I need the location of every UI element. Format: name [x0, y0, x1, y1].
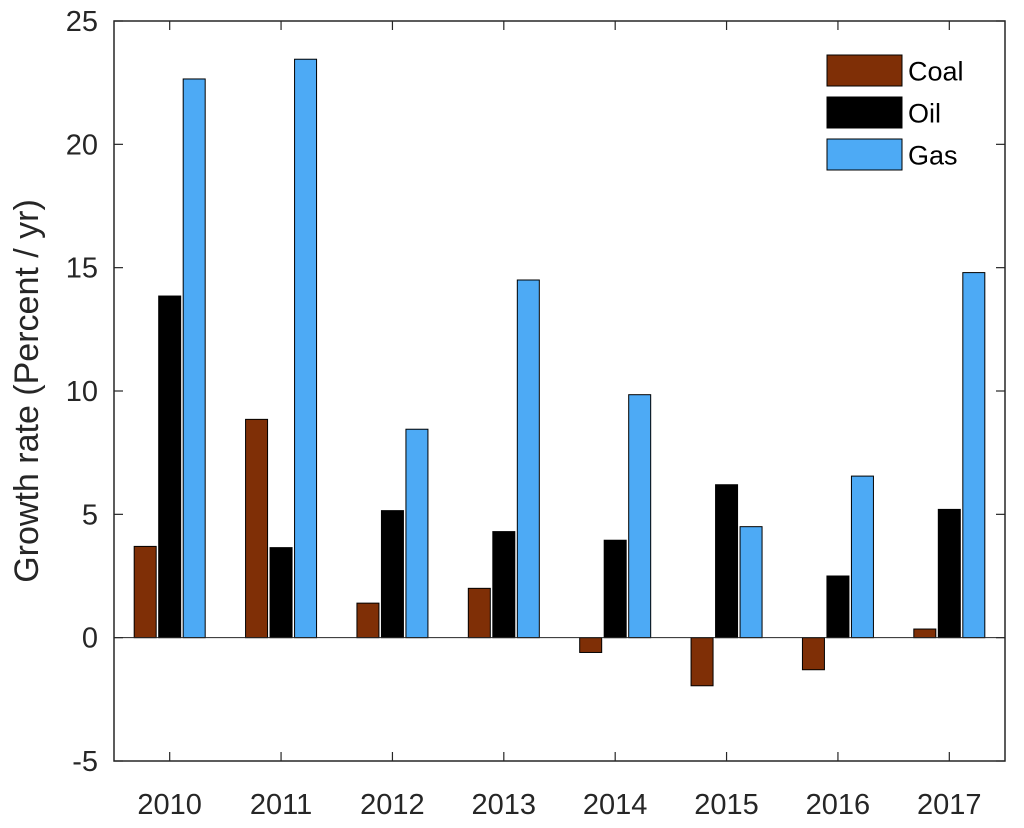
bar-oil-2015: [715, 484, 739, 639]
bar-gas-2013: [516, 279, 540, 639]
bar-gas-2012: [405, 428, 429, 639]
xtick-label-2017: 2017: [917, 789, 982, 821]
bar-oil-2010: [158, 295, 182, 639]
bar-coal-2014: [579, 637, 603, 653]
bars-group: [133, 58, 986, 687]
legend: Coal Oil Gas: [826, 54, 964, 171]
bar-coal-2012: [356, 602, 380, 639]
bar-oil-2013: [492, 531, 516, 639]
legend-label-oil: Oil: [908, 99, 941, 129]
xtick-label-2012: 2012: [360, 789, 425, 821]
ytick-label--5: -5: [72, 746, 98, 778]
legend-swatch-coal: [826, 54, 903, 87]
ytick-label-0: 0: [82, 623, 98, 655]
bar-gas-2011: [294, 58, 318, 639]
legend-swatch-oil: [826, 96, 903, 129]
plot-area-frame: [113, 20, 1006, 762]
xtick-label-2013: 2013: [472, 789, 537, 821]
xtick-label-2010: 2010: [137, 789, 202, 821]
bar-oil-2011: [269, 547, 293, 639]
ytick-label-25: 25: [66, 6, 98, 38]
bar-oil-2012: [380, 510, 404, 639]
bar-oil-2017: [937, 508, 961, 639]
ytick-label-15: 15: [66, 253, 98, 285]
bar-coal-2017: [913, 628, 937, 639]
bar-coal-2016: [801, 637, 825, 671]
ytick-label-5: 5: [82, 499, 98, 531]
bar-gas-2010: [182, 78, 206, 639]
bar-coal-2010: [133, 545, 157, 639]
bar-gas-2014: [628, 394, 652, 639]
bar-oil-2016: [826, 575, 850, 639]
bar-gas-2015: [739, 526, 763, 639]
axis-ticks: [114, 20, 1005, 762]
y-tick-labels: -5 0 5 10 15 20 25: [66, 6, 98, 778]
bar-oil-2014: [603, 539, 627, 639]
xtick-label-2011: 2011: [250, 789, 312, 821]
bar-gas-2016: [850, 475, 874, 639]
bar-coal-2013: [467, 587, 491, 639]
ytick-label-20: 20: [66, 129, 98, 161]
legend-label-coal: Coal: [908, 57, 964, 87]
bar-coal-2015: [690, 637, 714, 687]
ytick-label-10: 10: [66, 376, 98, 408]
bar-coal-2011: [245, 418, 269, 639]
legend-label-gas: Gas: [908, 141, 958, 171]
y-axis-label: Growth rate (Percent / yr): [8, 199, 46, 583]
xtick-label-2016: 2016: [806, 789, 871, 821]
bar-gas-2017: [962, 272, 986, 639]
xtick-label-2014: 2014: [583, 789, 648, 821]
legend-swatch-gas: [826, 138, 903, 171]
xtick-label-2015: 2015: [694, 789, 759, 821]
x-tick-labels: 2010 2011 2012 2013 2014 2015 2016 2017: [137, 789, 981, 821]
